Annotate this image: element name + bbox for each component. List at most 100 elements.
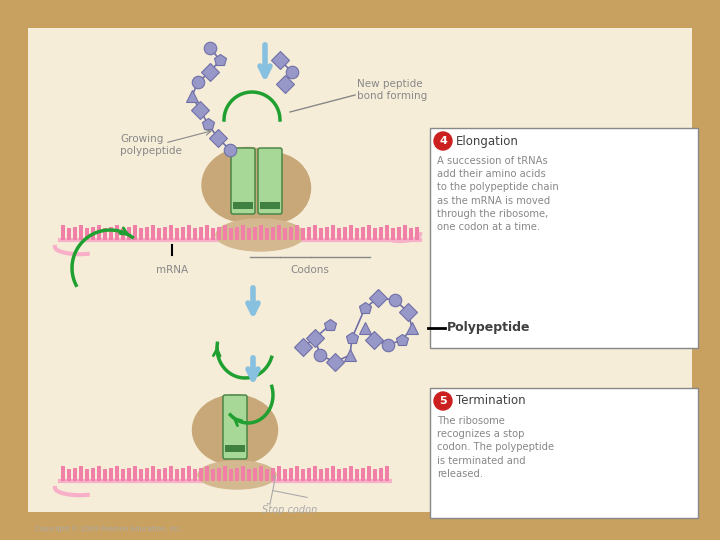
- Bar: [181, 468, 185, 481]
- Ellipse shape: [192, 395, 277, 465]
- Bar: [271, 468, 275, 481]
- Bar: [295, 225, 299, 240]
- Bar: [163, 468, 167, 481]
- Bar: [61, 225, 65, 240]
- Bar: [225, 445, 245, 452]
- Ellipse shape: [235, 153, 310, 223]
- Bar: [373, 228, 377, 240]
- Bar: [367, 225, 371, 240]
- Bar: [253, 468, 257, 481]
- Bar: [223, 225, 227, 240]
- Bar: [373, 469, 377, 481]
- Bar: [331, 466, 335, 481]
- Bar: [235, 468, 239, 481]
- Bar: [103, 228, 107, 240]
- Bar: [319, 228, 323, 240]
- FancyBboxPatch shape: [258, 148, 282, 214]
- Bar: [193, 228, 197, 240]
- Bar: [133, 225, 137, 240]
- Bar: [241, 225, 245, 240]
- Bar: [349, 466, 353, 481]
- Bar: [325, 227, 329, 240]
- Bar: [349, 225, 353, 240]
- Text: A succession of tRNAs
add their amino acids
to the polypeptide chain
as the mRNA: A succession of tRNAs add their amino ac…: [437, 156, 559, 232]
- Bar: [91, 227, 95, 240]
- Bar: [73, 227, 77, 240]
- Bar: [205, 225, 209, 240]
- Bar: [115, 466, 119, 481]
- Bar: [307, 227, 311, 240]
- Bar: [97, 466, 101, 481]
- Bar: [211, 228, 215, 240]
- Bar: [163, 227, 167, 240]
- Ellipse shape: [198, 461, 276, 489]
- Bar: [199, 227, 203, 240]
- Bar: [169, 225, 173, 240]
- Text: Termination: Termination: [456, 395, 526, 408]
- Bar: [151, 225, 155, 240]
- Bar: [301, 469, 305, 481]
- Text: Elongation: Elongation: [456, 134, 519, 147]
- Bar: [103, 469, 107, 481]
- Bar: [157, 469, 161, 481]
- Bar: [121, 228, 125, 240]
- Text: Growing
polypeptide: Growing polypeptide: [120, 134, 182, 156]
- Bar: [217, 227, 221, 240]
- Bar: [289, 227, 293, 240]
- Bar: [67, 469, 71, 481]
- Bar: [307, 468, 311, 481]
- Bar: [187, 466, 191, 481]
- Bar: [415, 227, 419, 240]
- Bar: [28, 28, 692, 512]
- Bar: [379, 468, 383, 481]
- Bar: [175, 469, 179, 481]
- Bar: [409, 228, 413, 240]
- Text: The ribosome
recognizes a stop
codon. The polypeptide
is terminated and
released: The ribosome recognizes a stop codon. Th…: [437, 416, 554, 479]
- Bar: [139, 469, 143, 481]
- Text: Copyright © 2009 Pearson Education, Inc.: Copyright © 2009 Pearson Education, Inc.: [35, 525, 183, 532]
- Bar: [223, 466, 227, 481]
- Bar: [260, 202, 280, 209]
- Bar: [145, 227, 149, 240]
- Bar: [355, 469, 359, 481]
- Bar: [277, 225, 281, 240]
- Bar: [247, 228, 251, 240]
- Bar: [229, 228, 233, 240]
- Bar: [193, 469, 197, 481]
- Bar: [271, 227, 275, 240]
- Bar: [397, 227, 401, 240]
- Bar: [127, 227, 131, 240]
- Bar: [199, 468, 203, 481]
- Bar: [145, 468, 149, 481]
- Bar: [205, 466, 209, 481]
- Bar: [361, 468, 365, 481]
- Bar: [385, 466, 389, 481]
- Bar: [97, 225, 101, 240]
- Bar: [355, 228, 359, 240]
- Text: Codons: Codons: [291, 265, 330, 275]
- Bar: [233, 202, 253, 209]
- Bar: [157, 228, 161, 240]
- Bar: [139, 228, 143, 240]
- Bar: [301, 228, 305, 240]
- Bar: [67, 228, 71, 240]
- Bar: [403, 225, 407, 240]
- Bar: [283, 469, 287, 481]
- Circle shape: [434, 392, 452, 410]
- Bar: [391, 228, 395, 240]
- Bar: [91, 468, 95, 481]
- Bar: [175, 228, 179, 240]
- Bar: [361, 227, 365, 240]
- Bar: [343, 468, 347, 481]
- Bar: [295, 466, 299, 481]
- Ellipse shape: [216, 219, 304, 251]
- Bar: [181, 227, 185, 240]
- Bar: [85, 228, 89, 240]
- Bar: [85, 469, 89, 481]
- Bar: [283, 228, 287, 240]
- Bar: [379, 227, 383, 240]
- Bar: [430, 128, 698, 348]
- Bar: [319, 469, 323, 481]
- Bar: [289, 468, 293, 481]
- Text: 4: 4: [439, 136, 447, 146]
